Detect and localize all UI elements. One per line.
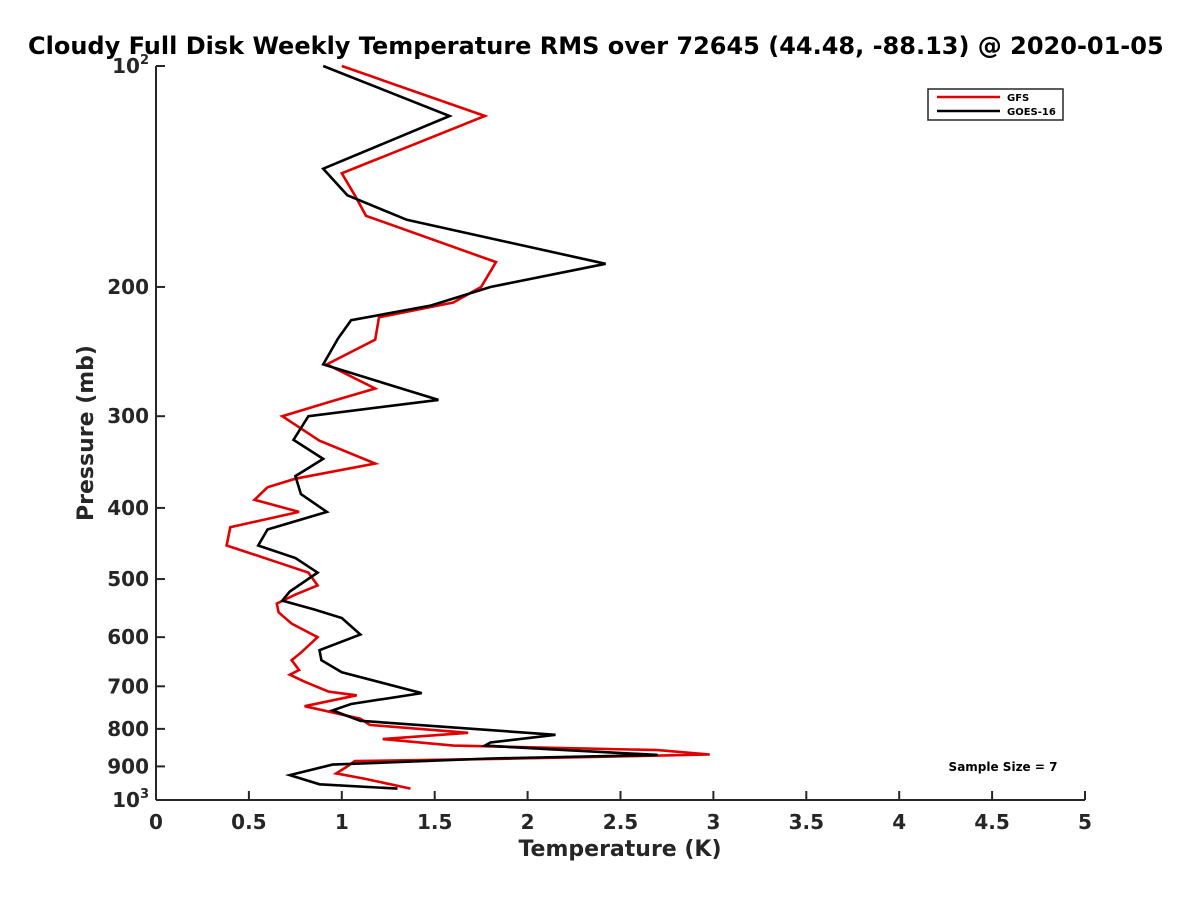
y-tick-label: 103	[112, 787, 149, 812]
y-tick-label: 700	[107, 674, 149, 698]
chart-title: Cloudy Full Disk Weekly Temperature RMS …	[28, 32, 1164, 60]
x-tick-label: 3.5	[789, 810, 824, 834]
y-tick-label: 600	[107, 625, 149, 649]
axes-layer: 0 0.5 1 1.5 2 2.5 3 3.5 4 4.5 5 102 200 300 400 500 600 7…	[107, 53, 1092, 834]
y-tick-label: 400	[107, 496, 149, 520]
legend-box	[927, 88, 1064, 121]
sample-size-annotation: Sample Size = 7	[949, 760, 1058, 774]
x-tick-label: 4.5	[974, 810, 1009, 834]
y-tick-label: 102	[112, 53, 149, 78]
x-tick-label: 2.5	[603, 810, 638, 834]
y-axis-label: Pressure (mb)	[74, 345, 99, 521]
x-tick-label: 1.5	[417, 810, 452, 834]
legend-label: GFS	[1007, 93, 1029, 104]
y-tick-label: 800	[107, 717, 149, 741]
x-tick-label: 1	[335, 810, 349, 834]
x-tick-label: 5	[1078, 810, 1092, 834]
x-tick-label: 3	[706, 810, 720, 834]
y-tick-label: 500	[107, 567, 149, 591]
x-tick-label: 0	[149, 810, 163, 834]
series-layer	[225, 64, 710, 790]
legend-label: GOES-16	[1007, 107, 1056, 118]
series-line-gfs	[225, 64, 710, 790]
y-tick-label: 900	[107, 754, 149, 778]
x-tick-label: 2	[521, 810, 535, 834]
y-tick-label: 300	[107, 404, 149, 428]
x-tick-label: 4	[892, 810, 906, 834]
x-tick-label: 0.5	[231, 810, 266, 834]
series-line-goes-16	[256, 64, 658, 790]
y-tick-label: 200	[107, 275, 149, 299]
legend: GFS GOES-16	[927, 88, 1064, 121]
x-axis-label: Temperature (K)	[518, 837, 721, 862]
